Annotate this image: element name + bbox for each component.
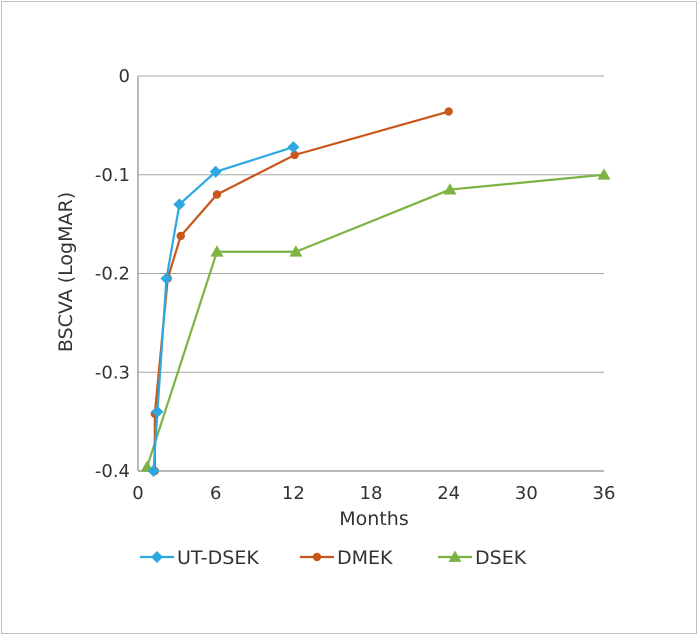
data-point-ut-dsek xyxy=(147,465,160,477)
series-line-dmek xyxy=(153,110,449,471)
y-tick-label: -0.1 xyxy=(95,165,130,186)
y-axis-title: BSCVA (LogMAR) xyxy=(55,192,77,352)
legend-label: UT-DSEK xyxy=(177,547,259,569)
series-ut-dsek xyxy=(147,141,300,477)
y-tick-label: 0 xyxy=(119,66,130,87)
data-point-dsek xyxy=(443,183,457,195)
data-point-dsek xyxy=(597,168,611,180)
data-point-ut-dsek xyxy=(151,405,164,418)
data-point-ut-dsek xyxy=(173,198,186,211)
legend-item-dsek: DSEK xyxy=(438,547,527,569)
x-tick-label: 6 xyxy=(210,483,221,504)
legend-label: DSEK xyxy=(475,547,527,569)
data-point-ut-dsek xyxy=(160,272,173,285)
data-point-ut-dsek xyxy=(209,165,222,178)
series-dmek xyxy=(150,107,453,476)
series-layer xyxy=(140,107,611,477)
legend-label: DMEK xyxy=(337,547,393,569)
data-point-ut-dsek xyxy=(287,141,300,154)
x-axis-title: Months xyxy=(339,508,408,530)
data-point-dsek xyxy=(289,245,303,257)
x-tick-label: 18 xyxy=(360,483,383,504)
x-tick-label: 0 xyxy=(132,483,143,504)
legend-item-dmek: DMEK xyxy=(300,547,393,569)
y-tick-label: -0.2 xyxy=(95,264,130,285)
x-tick-label: 24 xyxy=(437,483,460,504)
legend-item-ut-dsek: UT-DSEK xyxy=(140,547,259,569)
data-point-dsek xyxy=(210,245,224,257)
x-tick-label: 36 xyxy=(593,483,616,504)
data-point-dmek xyxy=(290,150,299,160)
data-point-dmek xyxy=(176,231,185,241)
series-line-dsek xyxy=(146,173,605,468)
legend-marker xyxy=(448,550,462,562)
legend-marker xyxy=(151,551,163,563)
gridlines xyxy=(138,75,604,373)
x-tick-labels: 0 6 12 18 24 30 36 xyxy=(132,483,615,504)
x-tick-label: 12 xyxy=(282,483,305,504)
data-point-dmek xyxy=(444,107,453,116)
series-line-ut-dsek xyxy=(152,146,294,472)
y-tick-labels: 0 -0.1 -0.2 -0.3 -0.4 xyxy=(95,66,130,482)
x-tick-label: 30 xyxy=(515,483,538,504)
data-point-dmek xyxy=(212,190,222,199)
y-tick-label: -0.3 xyxy=(95,362,130,383)
legend-marker xyxy=(312,552,322,562)
y-tick-label: -0.4 xyxy=(95,461,130,482)
series-dsek xyxy=(140,168,611,472)
legend: UT-DSEK DMEK DSEK xyxy=(140,547,527,569)
